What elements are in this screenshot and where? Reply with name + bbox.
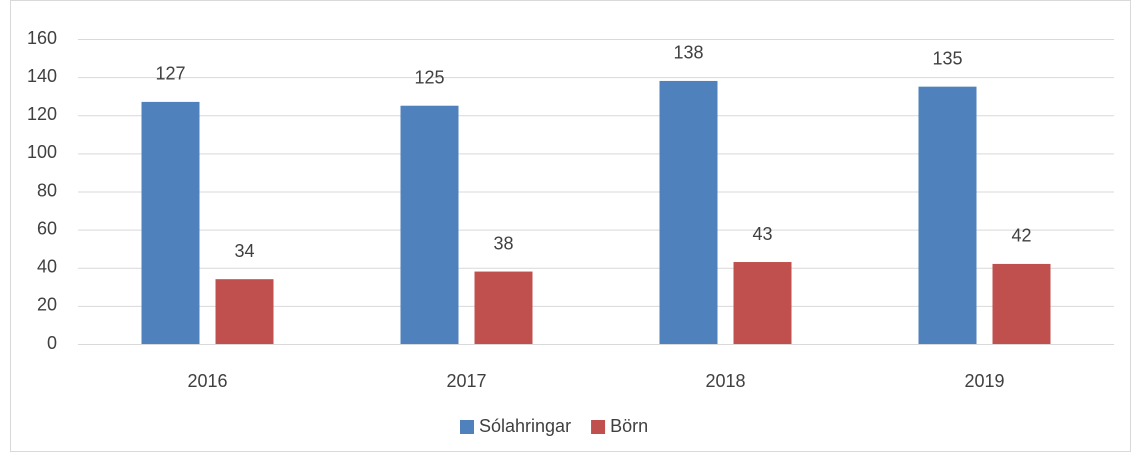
y-tick-label: 20 bbox=[37, 295, 57, 315]
y-tick-label: 40 bbox=[37, 257, 57, 277]
bar bbox=[141, 101, 200, 344]
bar bbox=[215, 279, 274, 344]
bar bbox=[474, 271, 533, 344]
data-label: 42 bbox=[1011, 226, 1031, 246]
y-tick-label: 100 bbox=[27, 142, 57, 162]
bar bbox=[992, 263, 1051, 344]
data-label: 38 bbox=[493, 233, 513, 253]
data-label: 135 bbox=[932, 48, 962, 68]
legend-label: Börn bbox=[610, 416, 648, 436]
bar bbox=[659, 80, 718, 344]
x-tick-label: 2019 bbox=[964, 371, 1004, 391]
y-tick-label: 80 bbox=[37, 180, 57, 200]
y-tick-label: 0 bbox=[47, 333, 57, 353]
x-tick-label: 2016 bbox=[187, 371, 227, 391]
data-label: 34 bbox=[234, 241, 254, 261]
data-label: 125 bbox=[414, 67, 444, 87]
legend-swatch bbox=[591, 420, 606, 434]
data-label: 127 bbox=[155, 64, 185, 84]
y-tick-label: 160 bbox=[27, 28, 57, 48]
legend-swatch bbox=[460, 420, 474, 434]
bar bbox=[733, 262, 792, 344]
data-label: 43 bbox=[752, 224, 772, 244]
x-tick-label: 2018 bbox=[705, 371, 745, 391]
legend-label: Sólahringar bbox=[479, 416, 571, 436]
y-tick-label: 60 bbox=[37, 218, 57, 238]
bar bbox=[918, 86, 977, 344]
y-tick-label: 140 bbox=[27, 66, 57, 86]
x-tick-label: 2017 bbox=[446, 371, 486, 391]
y-tick-label: 120 bbox=[27, 104, 57, 124]
data-label: 138 bbox=[673, 43, 703, 63]
bar bbox=[400, 105, 459, 344]
